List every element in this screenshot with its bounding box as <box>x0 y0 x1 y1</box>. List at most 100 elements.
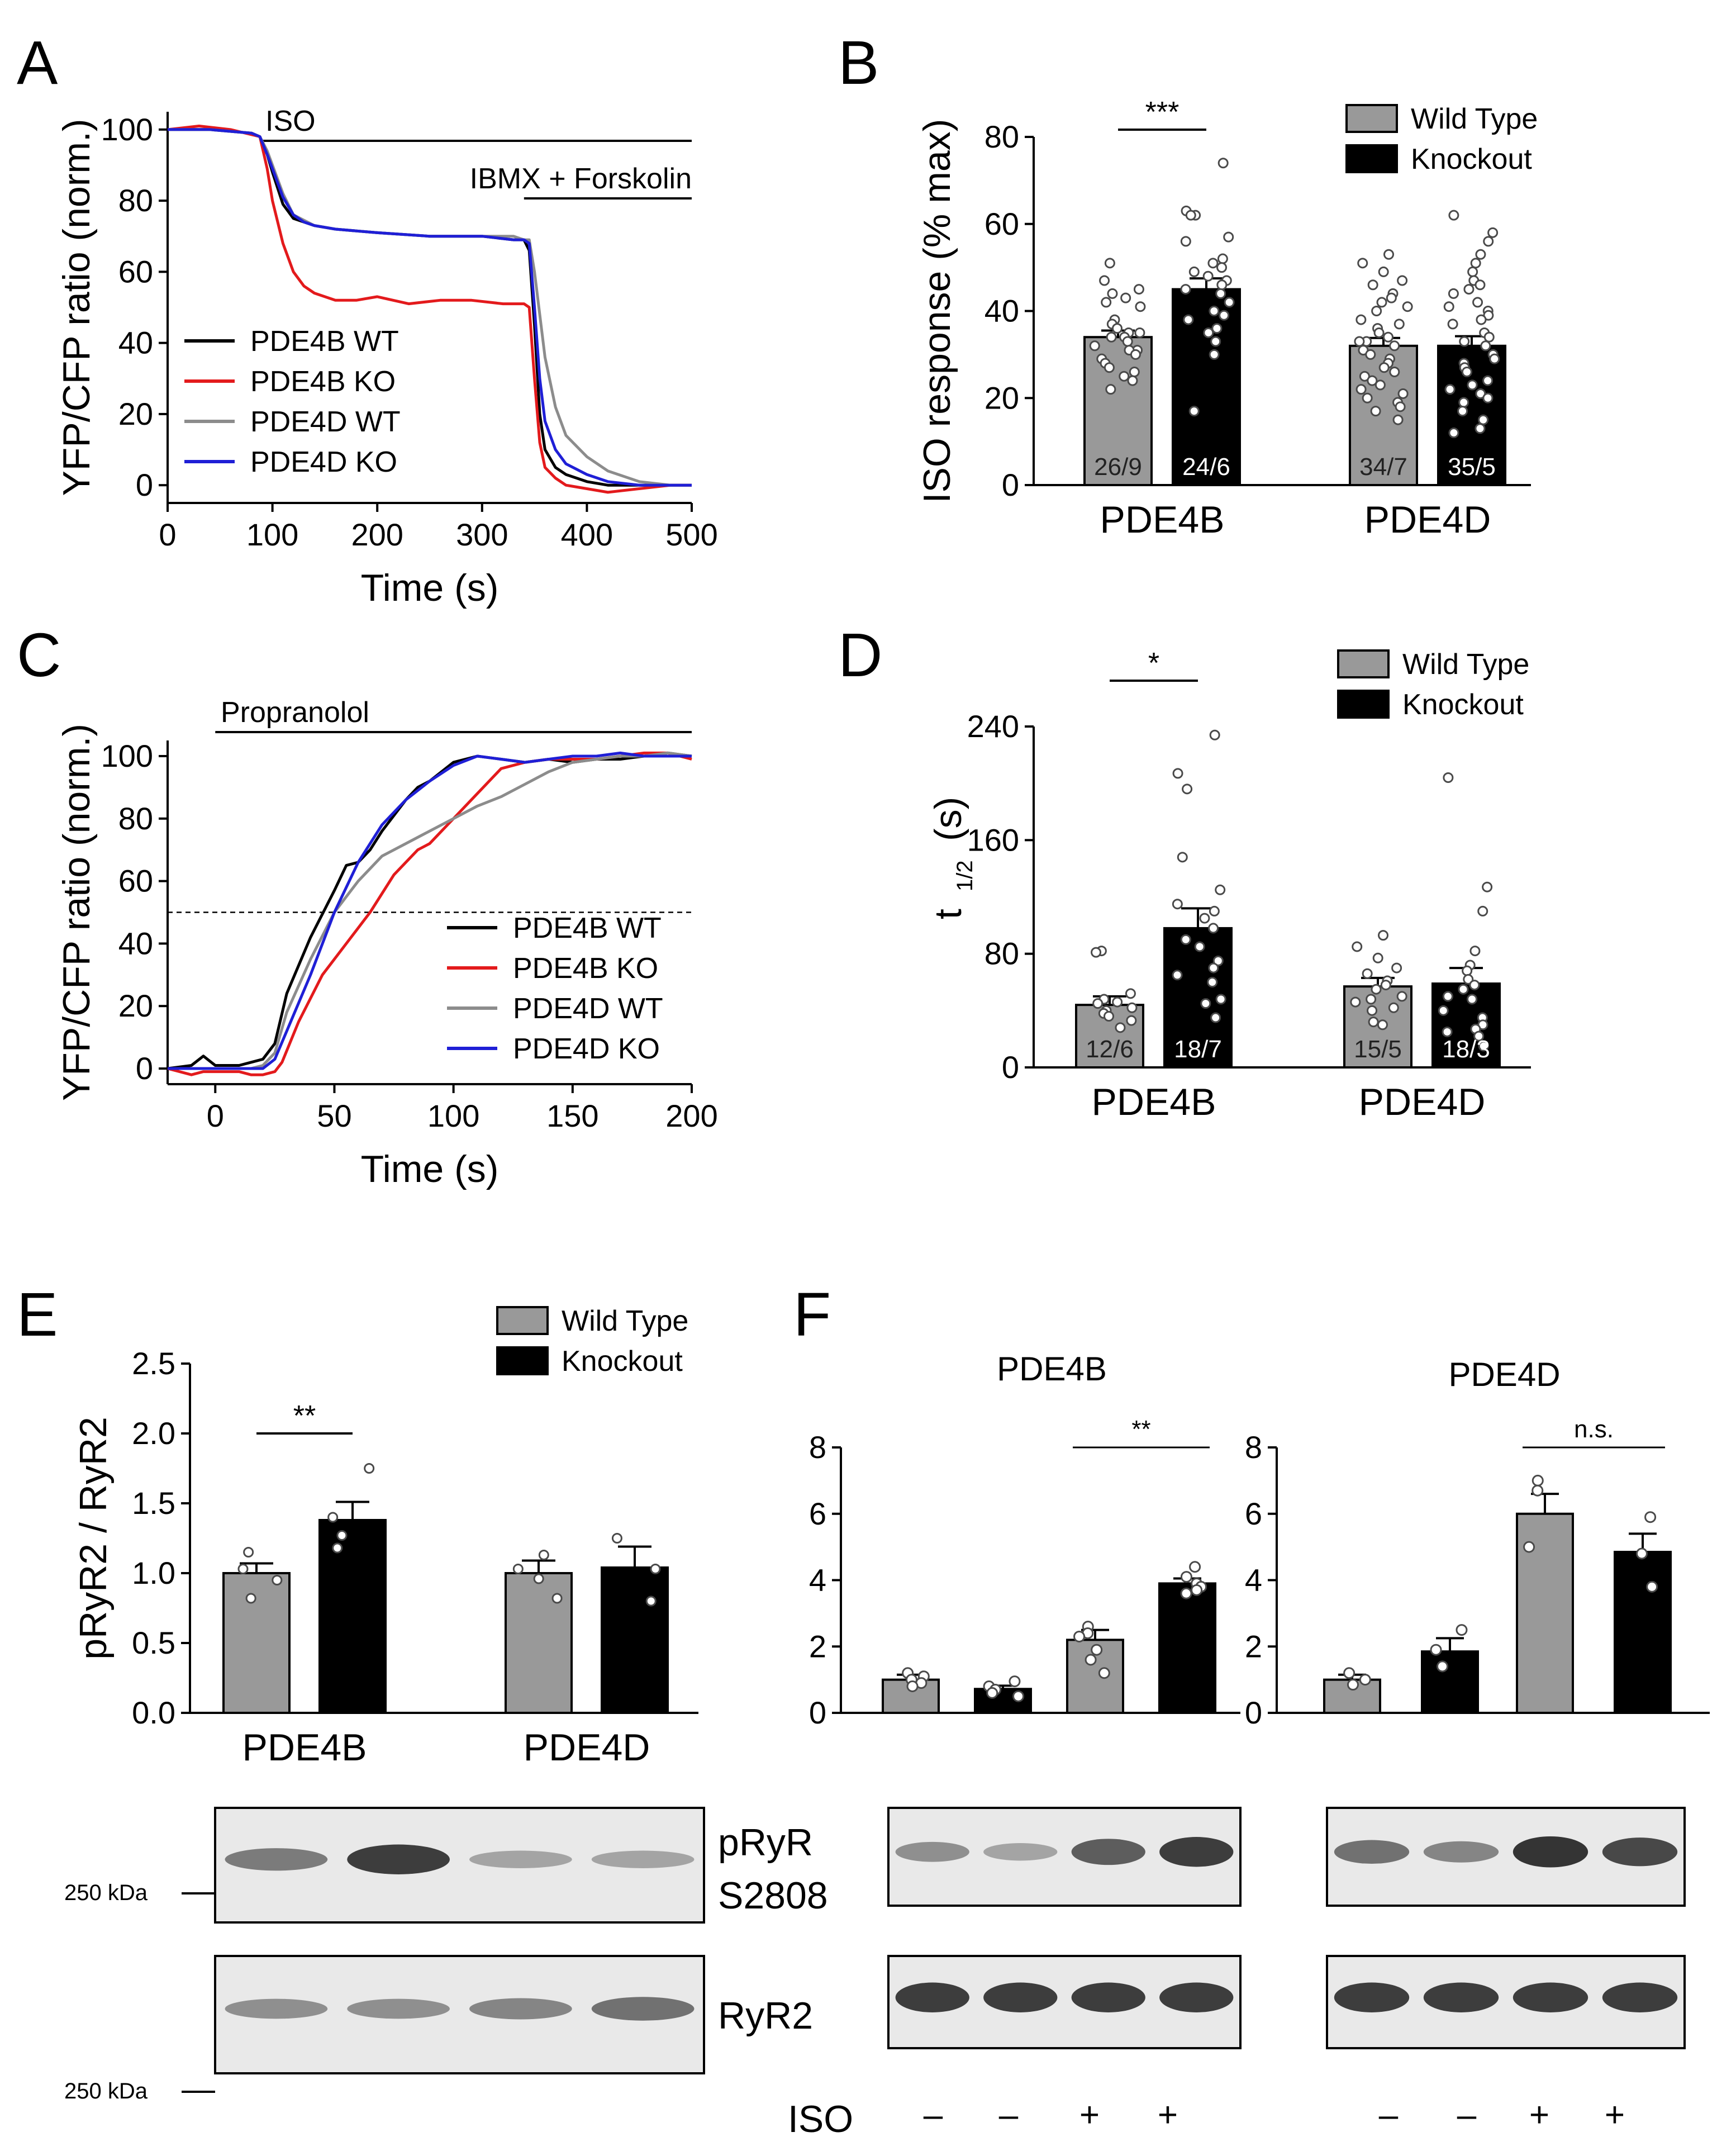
x-tick-label: 200 <box>665 1098 717 1133</box>
blot-f-pde4d-pryr-band-3 <box>1513 1836 1588 1868</box>
data-point <box>364 1463 375 1474</box>
y-axis-label-subscript: 1/2 <box>953 860 977 891</box>
treatment-label-iso: ISO <box>265 105 316 137</box>
data-point <box>336 1530 348 1541</box>
data-point <box>1489 353 1500 364</box>
data-point <box>1383 249 1395 260</box>
data-point <box>1207 258 1219 269</box>
y-tick-label: 8 <box>1245 1430 1262 1465</box>
data-point <box>1397 275 1408 286</box>
data-point <box>1099 275 1110 286</box>
data-point <box>1462 965 1473 976</box>
blot-f-pde4b-pryr-band-2 <box>983 1843 1058 1861</box>
data-point <box>1467 994 1478 1005</box>
data-point <box>1180 934 1191 945</box>
data-point <box>1382 331 1393 343</box>
y-axis-label: YFP/CFP ratio (norm.) <box>55 724 98 1101</box>
n-label: 18/7 <box>1174 1036 1222 1063</box>
data-point <box>1362 392 1373 403</box>
data-point <box>1091 947 1102 958</box>
data-point <box>1112 323 1123 334</box>
bar-4 <box>1614 1551 1672 1714</box>
category-label-pde4d: PDE4D <box>1359 1081 1486 1123</box>
data-point <box>1009 1675 1021 1688</box>
series-line-pde4b-ko <box>167 751 692 1076</box>
blot-e-pryr-band-3 <box>469 1850 572 1868</box>
blot-e-ryr2-band-3 <box>469 1998 572 2020</box>
data-point <box>1194 941 1205 952</box>
data-point <box>1467 379 1478 391</box>
data-point <box>1215 288 1226 299</box>
iso-row-label: ISO <box>788 2098 853 2140</box>
data-point <box>1354 336 1365 347</box>
data-point <box>1482 392 1494 403</box>
data-point <box>1644 1511 1657 1523</box>
y-axis-label: ISO response (% max) <box>916 119 958 504</box>
data-point <box>1355 384 1367 395</box>
data-point <box>1371 984 1382 995</box>
n-label: 24/6 <box>1182 453 1230 481</box>
chart-b: 0 20 40 60 80 ISO response (% max) PDE4B 26/9 24… <box>916 96 1538 541</box>
category-label-pde4d: PDE4D <box>524 1726 650 1769</box>
data-point <box>1180 236 1191 247</box>
data-point <box>1119 371 1130 382</box>
data-point <box>1133 284 1144 295</box>
blot-f-pde4d-ryr2-band-1 <box>1334 1982 1410 2012</box>
iso-sign: – <box>1457 2096 1477 2134</box>
data-point <box>1444 384 1456 395</box>
legend-label-pde4d-wt: PDE4D WT <box>513 993 663 1025</box>
bar-knockout-pde4d <box>601 1566 669 1714</box>
chart-f-pde4d: 0 2 4 6 8 PDE4D n.s. <box>1245 1356 1710 1730</box>
y-tick-label: 4 <box>1245 1563 1262 1598</box>
data-point <box>1473 1031 1485 1042</box>
data-point <box>1442 1026 1453 1037</box>
x-tick-label: 100 <box>427 1098 479 1133</box>
data-point <box>1211 323 1223 334</box>
data-point <box>1135 301 1146 312</box>
x-axis-label: Time (s) <box>361 567 499 609</box>
y-axis-label: YFP/CFP ratio (norm.) <box>55 118 98 496</box>
treatment-label-ibmx-forskolin: IBMX + Forskolin <box>470 163 692 195</box>
data-point <box>1646 1580 1658 1593</box>
y-tick-label: 0 <box>1002 1050 1019 1085</box>
iso-sign: + <box>1605 2096 1625 2134</box>
data-point <box>1207 977 1218 987</box>
data-point <box>1089 340 1100 352</box>
data-point <box>1134 327 1145 338</box>
data-point <box>1523 1541 1535 1553</box>
data-point <box>1115 1022 1126 1033</box>
series-line-pde4b-ko <box>167 125 692 494</box>
data-point <box>611 1533 622 1544</box>
data-point <box>1438 1005 1449 1016</box>
x-tick-label: 500 <box>665 517 717 552</box>
y-tick-label: 2 <box>809 1628 826 1664</box>
data-point <box>1459 336 1470 347</box>
blot-row-label-ryr2: RyR2 <box>718 1995 813 2037</box>
chart-f-pde4b: 0 2 4 6 8 PDE4B ** <box>809 1350 1240 1730</box>
data-point <box>1393 319 1405 330</box>
category-label-pde4d: PDE4D <box>1364 498 1491 541</box>
y-tick-label: 60 <box>984 206 1019 241</box>
data-point <box>1189 1561 1201 1573</box>
western-blot-f: ISO – – + + – – + + <box>788 1807 1686 2140</box>
y-tick-label: 8 <box>809 1430 826 1465</box>
category-label-pde4b: PDE4B <box>242 1726 367 1769</box>
data-point <box>1208 923 1219 934</box>
y-tick-label: 40 <box>984 293 1019 329</box>
data-point <box>1362 968 1373 979</box>
data-point <box>1371 306 1382 316</box>
data-point <box>272 1575 283 1585</box>
data-point <box>1188 406 1200 417</box>
data-point <box>1389 340 1400 352</box>
data-point <box>1343 1667 1355 1679</box>
data-point <box>1483 236 1494 247</box>
n-label: 15/5 <box>1354 1036 1402 1063</box>
data-point <box>1183 314 1194 325</box>
category-label-pde4b: PDE4B <box>1092 1081 1216 1123</box>
data-point <box>1368 1017 1379 1028</box>
x-tick-label: 300 <box>456 517 508 552</box>
n-label: 35/5 <box>1448 453 1496 481</box>
data-point <box>1185 210 1196 221</box>
data-point <box>1376 297 1387 308</box>
legend-label-pde4d-wt: PDE4D WT <box>250 406 401 438</box>
